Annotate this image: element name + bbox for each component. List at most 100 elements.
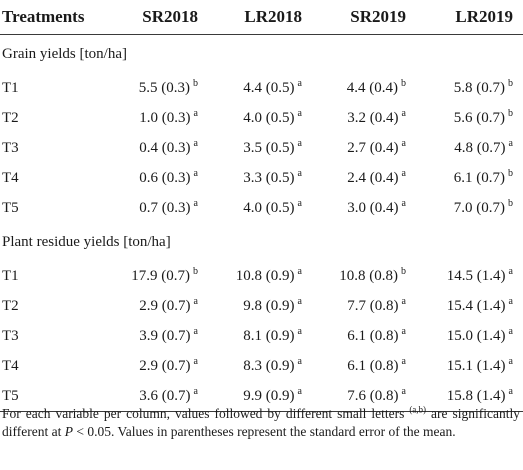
cell-value: 2.9 (0.7)	[139, 357, 191, 374]
cell-value: 4.4 (0.4)	[346, 79, 398, 96]
treatment-label: T3	[2, 327, 19, 344]
table-cell: 6.1 (0.8) a	[312, 351, 416, 381]
header-row: Treatments SR2018 LR2018 SR2019 LR2019	[0, 0, 523, 35]
significance-letter: a	[401, 107, 406, 119]
table-cell: 10.8 (0.9) a	[208, 261, 312, 291]
cell-value: 0.4 (0.3)	[139, 139, 191, 156]
table-cell: 3.5 (0.5) a	[208, 133, 312, 163]
table-cell: 0.6 (0.3) a	[104, 163, 208, 193]
table-cell: 2.7 (0.4) a	[312, 133, 416, 163]
significance-letter: b	[508, 197, 513, 209]
significance-letter: a	[193, 295, 198, 307]
table-cell: 4.0 (0.5) a	[208, 103, 312, 133]
section-header-row: Plant residue yields [ton/ha]	[0, 223, 523, 261]
cell-value: 3.3 (0.5)	[243, 169, 295, 186]
cell-value: 4.0 (0.5)	[243, 199, 295, 216]
cell-value: 7.0 (0.7)	[453, 199, 505, 216]
significance-letter: a	[401, 197, 406, 209]
header-sr2019: SR2019	[312, 0, 416, 35]
table-cell: 2.9 (0.7) a	[104, 351, 208, 381]
table-body: Grain yields [ton/ha] T1 5.5 (0.3) b 4.4 (0.…	[0, 35, 523, 412]
significance-letter: a	[401, 355, 406, 367]
significance-letter: a	[297, 325, 302, 337]
cell-value: 3.2 (0.4)	[347, 109, 399, 126]
table-cell: 17.9 (0.7) b	[104, 261, 208, 291]
table-row: T4 0.6 (0.3) a 3.3 (0.5) a 2.4 (0.4) a 6.1 (0.7…	[0, 163, 523, 193]
table-cell: 8.3 (0.9) a	[208, 351, 312, 381]
cell-value: 8.1 (0.9)	[243, 327, 295, 344]
significance-letter: a	[401, 385, 406, 397]
table-cell: 7.7 (0.8) a	[312, 291, 416, 321]
table-cell: 3.3 (0.5) a	[208, 163, 312, 193]
table-row: T5 3.6 (0.7) a 9.9 (0.9) a 7.6 (0.8) a 15.8 (1.…	[0, 381, 523, 412]
cell-value: 3.5 (0.5)	[243, 139, 295, 156]
significance-letter: a	[401, 137, 406, 149]
table-cell: 5.8 (0.7) b	[416, 73, 523, 103]
cell-value: 6.1 (0.8)	[347, 357, 399, 374]
significance-letter: a	[297, 295, 302, 307]
significance-letter: a	[401, 325, 406, 337]
table-cell: 7.6 (0.8) a	[312, 381, 416, 412]
cell-value: 10.8 (0.9)	[235, 267, 295, 284]
table-row: T3 3.9 (0.7) a 8.1 (0.9) a 6.1 (0.8) a 15.0 (1.…	[0, 321, 523, 351]
treatment-label: T1	[2, 79, 19, 96]
cell-value: 2.4 (0.4)	[347, 169, 399, 186]
cell-value: 15.1 (1.4)	[446, 357, 506, 374]
table-cell: 3.9 (0.7) a	[104, 321, 208, 351]
section-title: Grain yields [ton/ha]	[2, 45, 127, 62]
significance-letter: a	[193, 355, 198, 367]
significance-letter: a	[297, 77, 302, 89]
significance-letter: a	[508, 295, 513, 307]
table-cell: 5.5 (0.3) b	[104, 73, 208, 103]
table-row: T2 2.9 (0.7) a 9.8 (0.9) a 7.7 (0.8) a 15.4 (1.…	[0, 291, 523, 321]
cell-value: 4.0 (0.5)	[243, 109, 295, 126]
treatment-label: T2	[2, 297, 19, 314]
cell-value: 17.9 (0.7)	[131, 267, 190, 284]
cell-value: 9.8 (0.9)	[243, 297, 295, 314]
treatment-label: T5	[0, 381, 104, 412]
table-cell: 0.4 (0.3) a	[104, 133, 208, 163]
table-cell: 8.1 (0.9) a	[208, 321, 312, 351]
significance-letter: a	[508, 325, 513, 337]
treatment-label: T4	[2, 169, 19, 186]
cell-value: 4.4 (0.5)	[243, 79, 295, 96]
significance-letter: b	[401, 265, 406, 277]
table-cell: 3.6 (0.7) a	[104, 381, 208, 412]
significance-letter: b	[508, 107, 513, 119]
significance-letter: a	[193, 167, 198, 179]
significance-letter: a	[193, 197, 198, 209]
table-cell: 14.5 (1.4) a	[416, 261, 523, 291]
cell-value: 1.0 (0.3)	[139, 109, 191, 126]
significance-letter: a	[297, 385, 302, 397]
cell-value: 15.8 (1.4)	[446, 387, 506, 404]
table-cell: 3.2 (0.4) a	[312, 103, 416, 133]
cell-value: 2.7 (0.4)	[347, 139, 399, 156]
table-cell: 5.6 (0.7) b	[416, 103, 523, 133]
cell-value: 7.7 (0.8)	[347, 297, 399, 314]
significance-letter: b	[401, 77, 406, 89]
table-cell: 4.0 (0.5) a	[208, 193, 312, 223]
table-cell: 7.0 (0.7) b	[416, 193, 523, 223]
treatment-label: T3	[2, 139, 19, 156]
significance-letter: a	[297, 197, 302, 209]
footnote-text-3: < 0.05. Values in parentheses represent …	[72, 424, 456, 439]
table-row: T5 0.7 (0.3) a 4.0 (0.5) a 3.0 (0.4) a 7.0 (0.7…	[0, 193, 523, 223]
table-footnote: For each variable per column, values fol…	[2, 405, 520, 441]
cell-value: 15.4 (1.4)	[446, 297, 506, 314]
header-treatments: Treatments	[0, 0, 104, 35]
significance-letter: b	[193, 77, 198, 89]
significance-letter: a	[297, 265, 302, 277]
table-header: Treatments SR2018 LR2018 SR2019 LR2019	[0, 0, 523, 35]
significance-letter: a	[193, 325, 198, 337]
cell-value: 3.6 (0.7)	[139, 387, 191, 404]
cell-value: 6.1 (0.8)	[347, 327, 399, 344]
cell-value: 10.8 (0.8)	[339, 267, 398, 284]
footnote-text-1: For each variable per column, values fol…	[2, 406, 410, 421]
table-cell: 6.1 (0.7) b	[416, 163, 523, 193]
significance-letter: a	[508, 355, 513, 367]
significance-letter: a	[297, 137, 302, 149]
results-table-container: Treatments SR2018 LR2018 SR2019 LR2019 G…	[0, 0, 523, 412]
cell-value: 5.5 (0.3)	[138, 79, 190, 96]
cell-value: 0.6 (0.3)	[139, 169, 191, 186]
significance-letter: a	[508, 137, 513, 149]
